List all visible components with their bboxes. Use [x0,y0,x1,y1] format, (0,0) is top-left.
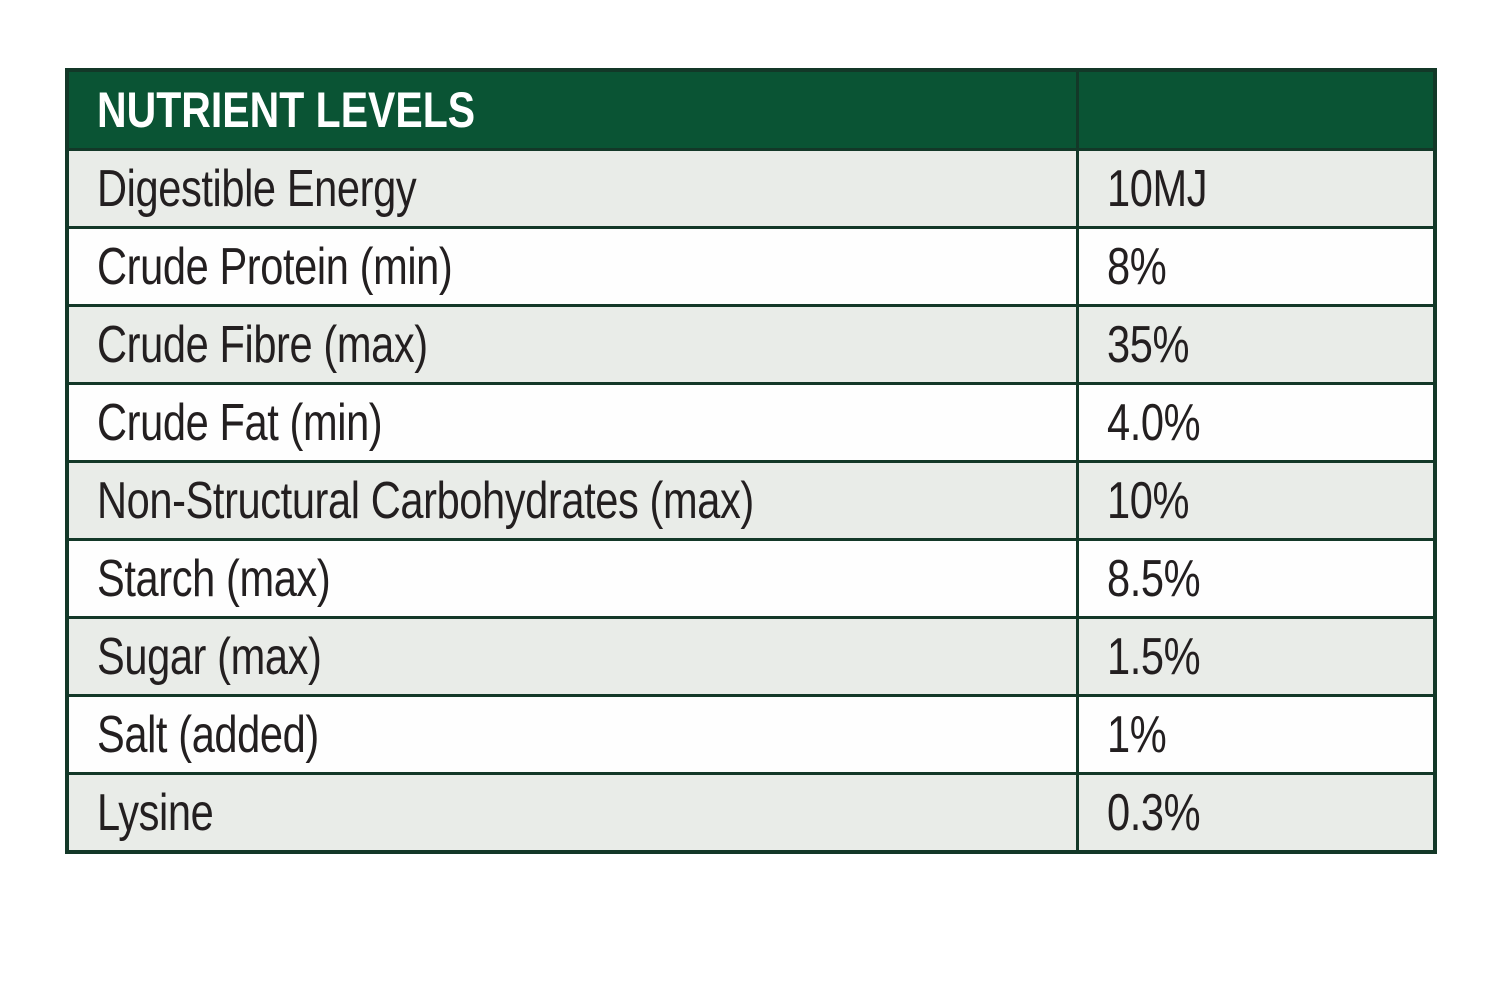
nutrient-levels-table: NUTRIENT LEVELS Digestible Energy 10MJ C… [65,68,1437,854]
nutrient-value: 8.5% [1106,549,1201,608]
table-row: Crude Fat (min) 4.0% [65,382,1437,463]
nutrient-value: 35% [1106,315,1189,374]
nutrient-value: 1.5% [1106,627,1201,686]
table-row: Starch (max) 8.5% [65,538,1437,619]
nutrient-value: 10MJ [1106,159,1208,218]
table-row: Non-Structural Carbohydrates (max) 10% [65,460,1437,541]
table-row: Salt (added) 1% [65,694,1437,775]
table-row: Lysine 0.3% [65,772,1437,854]
nutrient-label: Lysine [97,783,214,842]
table-header-row: NUTRIENT LEVELS [65,68,1437,151]
table-header-cell: NUTRIENT LEVELS [65,68,1079,151]
nutrient-label: Crude Protein (min) [97,237,453,296]
nutrient-value: 1% [1106,705,1167,764]
nutrient-value: 4.0% [1106,393,1201,452]
table-row: Digestible Energy 10MJ [65,148,1437,229]
table-row: Crude Protein (min) 8% [65,226,1437,307]
nutrient-label: Starch (max) [97,549,331,608]
nutrient-label: Crude Fibre (max) [97,315,428,374]
table-row: Sugar (max) 1.5% [65,616,1437,697]
table-title: NUTRIENT LEVELS [97,82,476,138]
nutrient-value: 8% [1106,237,1167,296]
nutrient-label: Crude Fat (min) [97,393,383,452]
nutrient-label: Non-Structural Carbohydrates (max) [97,471,754,530]
table-header-cell-empty [1075,68,1437,151]
nutrient-label: Sugar (max) [97,627,322,686]
nutrient-value: 0.3% [1106,783,1201,842]
nutrient-value: 10% [1106,471,1189,530]
table-row: Crude Fibre (max) 35% [65,304,1437,385]
nutrient-label: Salt (added) [97,705,319,764]
nutrient-label: Digestible Energy [97,159,417,218]
